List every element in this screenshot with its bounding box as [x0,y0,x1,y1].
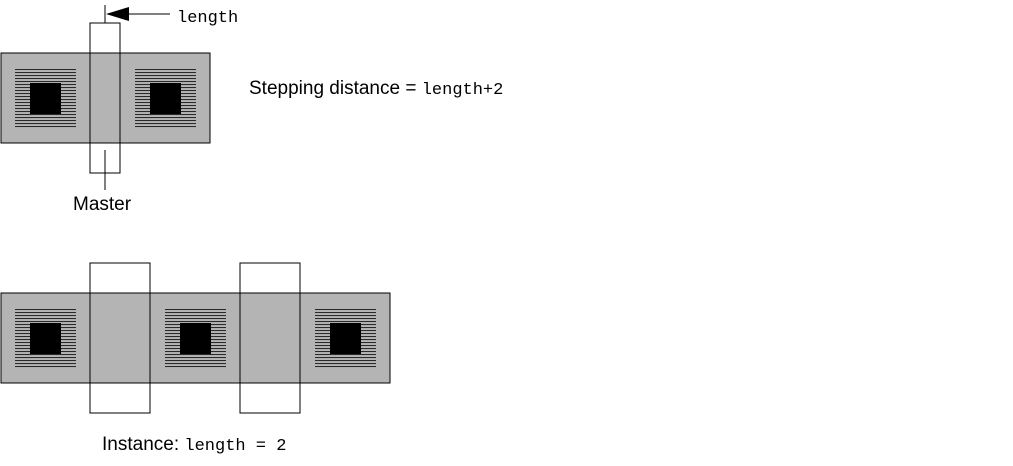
master-group: length Master Stepping distance = length… [0,5,503,215]
instance-contact-1-core [30,323,61,354]
master-contact-left-core [30,83,61,114]
instance-label-prefix: Instance: [102,434,184,455]
instance-gate-2 [239,262,301,414]
instance-label-value: length = 2 [184,437,286,456]
stepping-distance-label: Stepping distance = length+2 [249,78,503,100]
instance-group: Instance: length = 2 [0,262,391,456]
stepping-distance-value: length+2 [422,81,504,100]
stepping-distance-prefix: Stepping distance = [249,78,422,99]
instance-contact-3-core [330,323,361,354]
length-arrowhead [106,7,129,21]
instance-label: Instance: length = 2 [102,434,286,456]
length-label: length [177,9,238,28]
instance-contact-2-core [180,323,211,354]
master-label: Master [73,194,132,215]
instance-gate-1 [89,262,151,414]
master-contact-right-core [150,83,181,114]
